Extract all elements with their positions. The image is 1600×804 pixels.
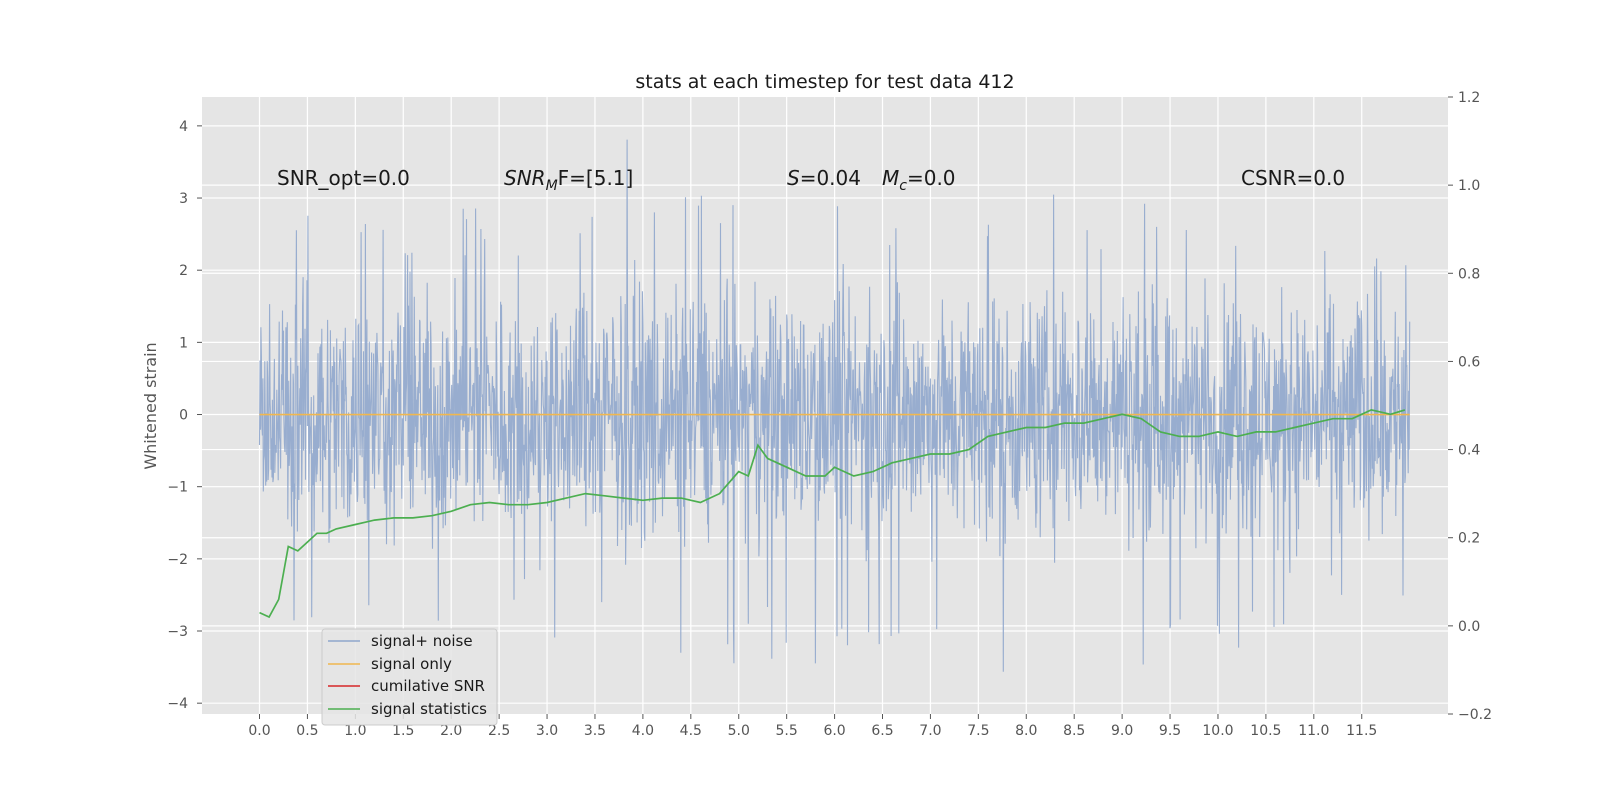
legend-label-signal-only: signal only (371, 655, 452, 673)
x-tick-label: 0.5 (296, 723, 318, 739)
x-tick-label: 3.5 (584, 723, 606, 739)
snr-mf-subscript: M (546, 178, 558, 194)
y2-tick-label: 0.8 (1458, 266, 1480, 282)
line-series-layer (259, 409, 1410, 619)
x-tick-label: 7.0 (919, 723, 941, 739)
x-tick-label: 8.5 (1063, 723, 1085, 739)
s-symbol: S (787, 166, 800, 190)
mc-symbol: M (882, 166, 899, 190)
x-tick-label: 4.5 (680, 723, 702, 739)
signal-noise-line (258, 139, 1411, 672)
x-tick-label: 1.0 (344, 723, 366, 739)
chart-title: stats at each timestep for test data 412 (635, 71, 1014, 93)
y-tick-label: −1 (167, 480, 188, 496)
x-tick-label: 8.0 (1015, 723, 1037, 739)
y2-tick-label: 1.2 (1458, 90, 1480, 106)
y2-tick-label: 0.4 (1458, 443, 1480, 459)
y-tick-label: 2 (179, 263, 188, 279)
y2-tick-label: 0.2 (1458, 531, 1480, 547)
y-axis-label: Whitened strain (141, 342, 160, 469)
annotation-snr-mf: SNRMF=[5.1] (504, 166, 633, 194)
y2-tick-label: 1.0 (1458, 178, 1480, 194)
x-tick-label: 9.5 (1159, 723, 1181, 739)
axes-layer: 0.0 0.5 1.0 1.5 2.0 2.5 3.0 3.5 4.0 4.5 5.0 5.5 6.0 6… (167, 90, 1492, 739)
legend-label-cumulative-snr: cumilative SNR (371, 677, 485, 695)
x-tick-label: 10.5 (1250, 723, 1281, 739)
snr-mf-main: SNR (504, 166, 546, 190)
x-tick-label: 10.0 (1202, 723, 1233, 739)
x-tick-label: 2.0 (440, 723, 462, 739)
annotation-s: S=0.04 (787, 166, 861, 190)
y-tick-label: −3 (167, 624, 188, 640)
y2-tick-label: −0.2 (1458, 707, 1492, 723)
x-tick-label: 5.0 (728, 723, 750, 739)
mc-subscript: c (899, 178, 907, 194)
y-tick-label: −2 (167, 552, 188, 568)
y-tick-label: 3 (179, 191, 188, 207)
y-tick-label: 4 (179, 119, 188, 135)
x-tick-label: 1.5 (392, 723, 414, 739)
y-tick-label: −4 (167, 696, 188, 712)
annotation-snr-opt: SNR_opt=0.0 (277, 166, 410, 190)
annotation-mc: Mc=0.0 (882, 166, 956, 194)
legend-label-signal-noise: signal+ noise (371, 632, 473, 650)
x-tick-label: 2.5 (488, 723, 510, 739)
x-tick-label: 6.0 (823, 723, 845, 739)
y-tick-label: 1 (179, 335, 188, 351)
legend: signal+ noise signal only cumilative SNR… (321, 628, 498, 726)
s-value: =0.04 (800, 166, 861, 190)
x-tick-label: 4.0 (632, 723, 654, 739)
y-tick-label: 0 (179, 408, 188, 424)
legend-label-signal-statistics: signal statistics (371, 700, 487, 718)
x-tick-label: 11.0 (1298, 723, 1329, 739)
x-tick-label: 5.5 (776, 723, 798, 739)
signal-statistics-line (259, 409, 1406, 619)
y2-tick-label: 0.0 (1458, 619, 1480, 635)
x-tick-label: 3.0 (536, 723, 558, 739)
annotation-csnr: CSNR=0.0 (1241, 166, 1345, 190)
x-tick-label: 11.5 (1346, 723, 1377, 739)
x-tick-label: 6.5 (871, 723, 893, 739)
snr-mf-tail: F=[5.1] (558, 166, 634, 190)
x-tick-label: 0.0 (248, 723, 270, 739)
mc-value: =0.0 (907, 166, 956, 190)
y2-tick-label: 0.6 (1458, 354, 1480, 370)
x-tick-label: 7.5 (967, 723, 989, 739)
signal-noise-series (258, 139, 1411, 672)
x-tick-label: 9.0 (1111, 723, 1133, 739)
legend-box (321, 628, 498, 726)
